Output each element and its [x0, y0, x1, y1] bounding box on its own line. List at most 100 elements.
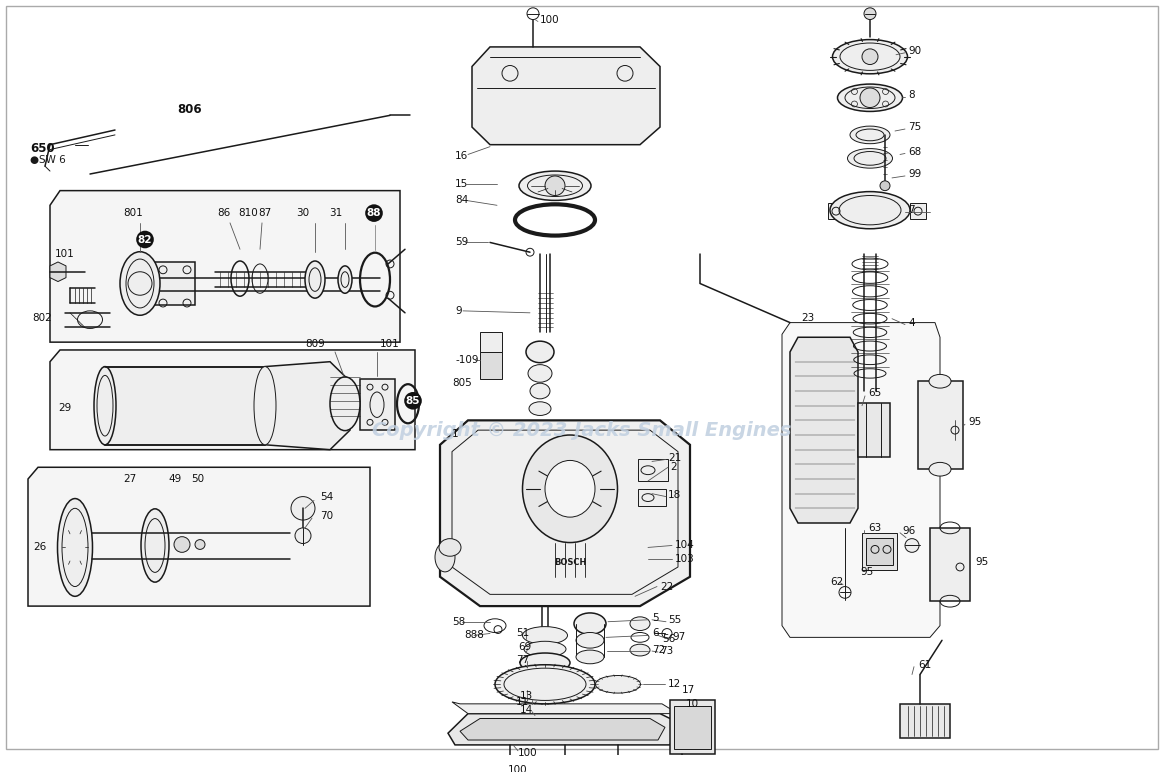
Text: 2: 2 — [670, 462, 676, 472]
Text: 12: 12 — [668, 679, 681, 689]
Ellipse shape — [630, 644, 650, 656]
Bar — [930, 528, 970, 601]
Text: 810: 810 — [239, 208, 258, 218]
Circle shape — [864, 8, 876, 19]
Polygon shape — [50, 191, 400, 342]
Bar — [858, 403, 890, 456]
Text: 73: 73 — [660, 646, 673, 656]
Ellipse shape — [526, 341, 554, 363]
Ellipse shape — [141, 509, 169, 582]
Text: 96: 96 — [902, 526, 915, 536]
Ellipse shape — [530, 383, 551, 399]
Circle shape — [613, 760, 623, 770]
Text: 806: 806 — [178, 103, 203, 116]
Polygon shape — [452, 702, 677, 713]
Ellipse shape — [338, 266, 352, 293]
Ellipse shape — [439, 539, 461, 557]
Text: 650: 650 — [30, 142, 55, 155]
Text: 70: 70 — [320, 511, 333, 521]
Text: 100: 100 — [508, 765, 527, 772]
Bar — [638, 489, 666, 506]
Text: -109: -109 — [456, 355, 480, 364]
Text: 101: 101 — [55, 249, 74, 259]
Circle shape — [860, 88, 880, 107]
Circle shape — [560, 760, 570, 770]
Bar — [480, 333, 502, 352]
Text: 95: 95 — [860, 567, 873, 577]
Text: 801: 801 — [123, 208, 143, 218]
Text: 86: 86 — [218, 208, 230, 218]
Bar — [828, 203, 844, 219]
Ellipse shape — [528, 401, 551, 415]
Polygon shape — [460, 719, 665, 740]
Bar — [866, 537, 893, 565]
Polygon shape — [790, 337, 858, 523]
Text: 13: 13 — [520, 691, 533, 701]
Text: 51: 51 — [516, 628, 530, 638]
Bar — [910, 203, 927, 219]
Circle shape — [173, 537, 190, 552]
Text: 29: 29 — [58, 403, 71, 413]
Text: 22: 22 — [660, 581, 673, 591]
Text: 69: 69 — [518, 642, 531, 652]
Polygon shape — [50, 350, 416, 449]
Text: 95: 95 — [968, 418, 981, 428]
Ellipse shape — [832, 39, 908, 74]
Text: 7: 7 — [908, 205, 915, 215]
Ellipse shape — [596, 676, 640, 693]
Text: 75: 75 — [908, 122, 921, 132]
Polygon shape — [782, 323, 941, 638]
Ellipse shape — [850, 126, 890, 144]
Text: 88: 88 — [367, 208, 382, 218]
Text: 72: 72 — [652, 645, 666, 655]
Text: 50: 50 — [191, 474, 205, 484]
Ellipse shape — [528, 364, 552, 382]
Ellipse shape — [929, 462, 951, 476]
Ellipse shape — [331, 377, 360, 431]
Ellipse shape — [254, 367, 276, 445]
Text: 54: 54 — [320, 492, 333, 502]
Ellipse shape — [574, 613, 606, 635]
Bar — [360, 379, 395, 430]
Ellipse shape — [830, 191, 910, 229]
Text: 30: 30 — [297, 208, 310, 218]
Text: 104: 104 — [675, 540, 695, 550]
Text: 101: 101 — [381, 339, 400, 349]
Circle shape — [545, 176, 565, 195]
Ellipse shape — [847, 148, 893, 168]
Text: 62: 62 — [830, 577, 843, 587]
Circle shape — [505, 760, 514, 770]
Circle shape — [677, 768, 687, 772]
Text: 55: 55 — [668, 615, 681, 625]
Bar — [105, 367, 265, 445]
Ellipse shape — [545, 460, 595, 517]
Polygon shape — [448, 713, 680, 745]
Text: 6: 6 — [652, 628, 659, 638]
Text: 82: 82 — [137, 235, 152, 245]
Ellipse shape — [305, 261, 325, 298]
Ellipse shape — [576, 632, 604, 648]
Ellipse shape — [520, 653, 570, 672]
Polygon shape — [50, 262, 66, 282]
Bar — [638, 459, 668, 481]
Ellipse shape — [495, 665, 595, 704]
Ellipse shape — [630, 617, 650, 631]
Ellipse shape — [120, 252, 159, 315]
Text: 59: 59 — [455, 238, 468, 248]
Text: 95: 95 — [975, 557, 988, 567]
Text: 99: 99 — [908, 169, 921, 179]
Text: 31: 31 — [329, 208, 342, 218]
Text: 802: 802 — [31, 313, 51, 323]
Text: 11: 11 — [516, 697, 530, 707]
Circle shape — [294, 528, 311, 543]
Text: 87: 87 — [258, 208, 271, 218]
Text: 56: 56 — [662, 635, 675, 645]
Text: 1: 1 — [452, 429, 459, 439]
Polygon shape — [471, 47, 660, 144]
Text: 85: 85 — [406, 396, 420, 406]
Ellipse shape — [576, 650, 604, 664]
Circle shape — [904, 539, 920, 552]
Bar — [674, 706, 711, 749]
Polygon shape — [28, 467, 370, 606]
Text: 58: 58 — [452, 617, 466, 627]
